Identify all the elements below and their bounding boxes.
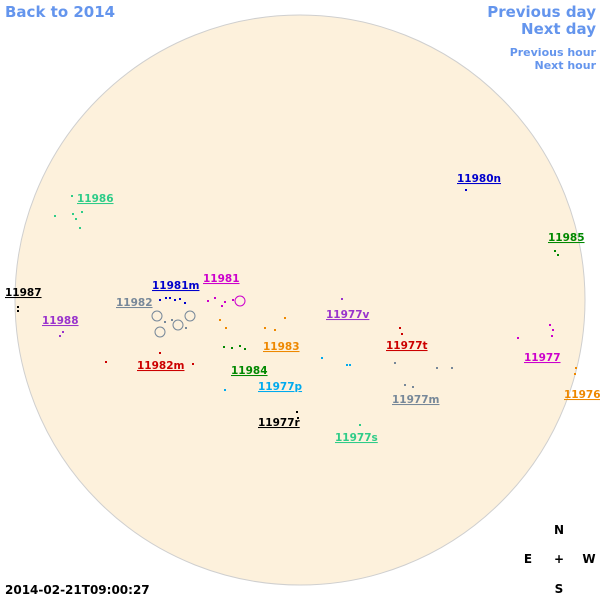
- sunspot: [404, 384, 406, 386]
- sunspot: [225, 327, 227, 329]
- sunspot: [105, 361, 107, 363]
- region-label[interactable]: 11988: [42, 315, 79, 327]
- sunspot: [231, 347, 233, 349]
- compass-south: S: [555, 582, 564, 596]
- sunspot: [81, 211, 83, 213]
- back-link[interactable]: Back to 2014: [5, 3, 115, 21]
- sunspot: [399, 327, 401, 329]
- sunspot: [574, 373, 576, 375]
- region-label[interactable]: 11984: [231, 365, 268, 377]
- region-label[interactable]: 11982m: [137, 360, 185, 372]
- sunspot: [349, 364, 351, 366]
- sunspot: [346, 364, 348, 366]
- next-day-link[interactable]: Next day: [521, 20, 596, 38]
- sunspot: [451, 367, 453, 369]
- sunspot: [184, 310, 196, 322]
- sunspot: [549, 324, 551, 326]
- sunspot: [59, 335, 61, 337]
- sunspot: [221, 305, 223, 307]
- sunspot: [71, 195, 73, 197]
- timestamp: 2014-02-21T09:00:27: [5, 583, 150, 597]
- sunspot: [239, 345, 241, 347]
- sunspot: [465, 189, 467, 191]
- sunspot: [79, 227, 81, 229]
- sunspot: [232, 299, 234, 301]
- region-label[interactable]: 11981m: [152, 280, 200, 292]
- sunspot: [17, 306, 19, 308]
- sunspot: [214, 297, 216, 299]
- sunspot: [341, 298, 343, 300]
- sunspot: [192, 363, 194, 365]
- solar-disk: [14, 14, 586, 586]
- region-label[interactable]: 11977: [524, 352, 561, 364]
- sunspot: [151, 310, 163, 322]
- region-label[interactable]: 11986: [77, 193, 114, 205]
- sunspot: [207, 300, 209, 302]
- sunspot: [321, 357, 323, 359]
- sunspot: [554, 250, 556, 252]
- sunspot: [164, 321, 166, 323]
- sunspot: [219, 319, 221, 321]
- sunspot: [62, 331, 64, 333]
- sunspot: [171, 319, 173, 321]
- sunspot: [17, 310, 19, 312]
- sunspot: [401, 333, 403, 335]
- sunspot: [244, 348, 246, 350]
- previous-day-link[interactable]: Previous day: [487, 3, 596, 21]
- region-label[interactable]: 11983: [263, 341, 300, 353]
- sunspot: [274, 329, 276, 331]
- sunspot: [224, 301, 226, 303]
- sunspot: [359, 424, 361, 426]
- sunspot: [169, 297, 171, 299]
- sunspot: [234, 295, 246, 307]
- sunspot: [154, 326, 166, 338]
- sunspot: [223, 346, 225, 348]
- region-label[interactable]: 11980n: [457, 173, 501, 185]
- sunspot: [264, 327, 266, 329]
- sunspot: [551, 335, 553, 337]
- sunspot: [185, 327, 187, 329]
- region-label[interactable]: 11977p: [258, 381, 303, 393]
- sunspot: [394, 362, 396, 364]
- region-label[interactable]: 11985: [548, 232, 585, 244]
- sunspot: [557, 254, 559, 256]
- sunspot: [179, 298, 181, 300]
- region-label[interactable]: 11976: [564, 389, 600, 401]
- sunspot: [165, 297, 167, 299]
- sunspot: [284, 317, 286, 319]
- sunspot: [296, 411, 298, 413]
- compass-center: +: [554, 552, 564, 566]
- region-label[interactable]: 11977s: [335, 432, 378, 444]
- sunspot: [575, 367, 577, 369]
- region-label[interactable]: 11982: [116, 297, 153, 309]
- compass-west: W: [582, 552, 595, 566]
- next-hour-link[interactable]: Next hour: [535, 59, 597, 72]
- sunspot: [72, 213, 74, 215]
- sunspot: [54, 215, 56, 217]
- sunspot: [184, 302, 186, 304]
- compass-east: E: [524, 552, 532, 566]
- sunspot: [412, 386, 414, 388]
- compass-north: N: [554, 523, 564, 537]
- sunspot: [172, 319, 184, 331]
- sunspot: [159, 352, 161, 354]
- region-label[interactable]: 11977v: [326, 309, 370, 321]
- sunspot: [517, 337, 519, 339]
- sunspot: [436, 367, 438, 369]
- sunspot: [297, 417, 299, 419]
- region-label[interactable]: 11981: [203, 273, 240, 285]
- region-label[interactable]: 11977r: [258, 417, 301, 429]
- sunspot: [224, 389, 226, 391]
- region-label[interactable]: 11977m: [392, 394, 440, 406]
- sunspot: [552, 329, 554, 331]
- sunspot: [75, 218, 77, 220]
- previous-hour-link[interactable]: Previous hour: [510, 46, 597, 59]
- region-label[interactable]: 11987: [5, 287, 42, 299]
- sunspot: [174, 299, 176, 301]
- region-label[interactable]: 11977t: [386, 340, 428, 352]
- sunspot: [159, 299, 161, 301]
